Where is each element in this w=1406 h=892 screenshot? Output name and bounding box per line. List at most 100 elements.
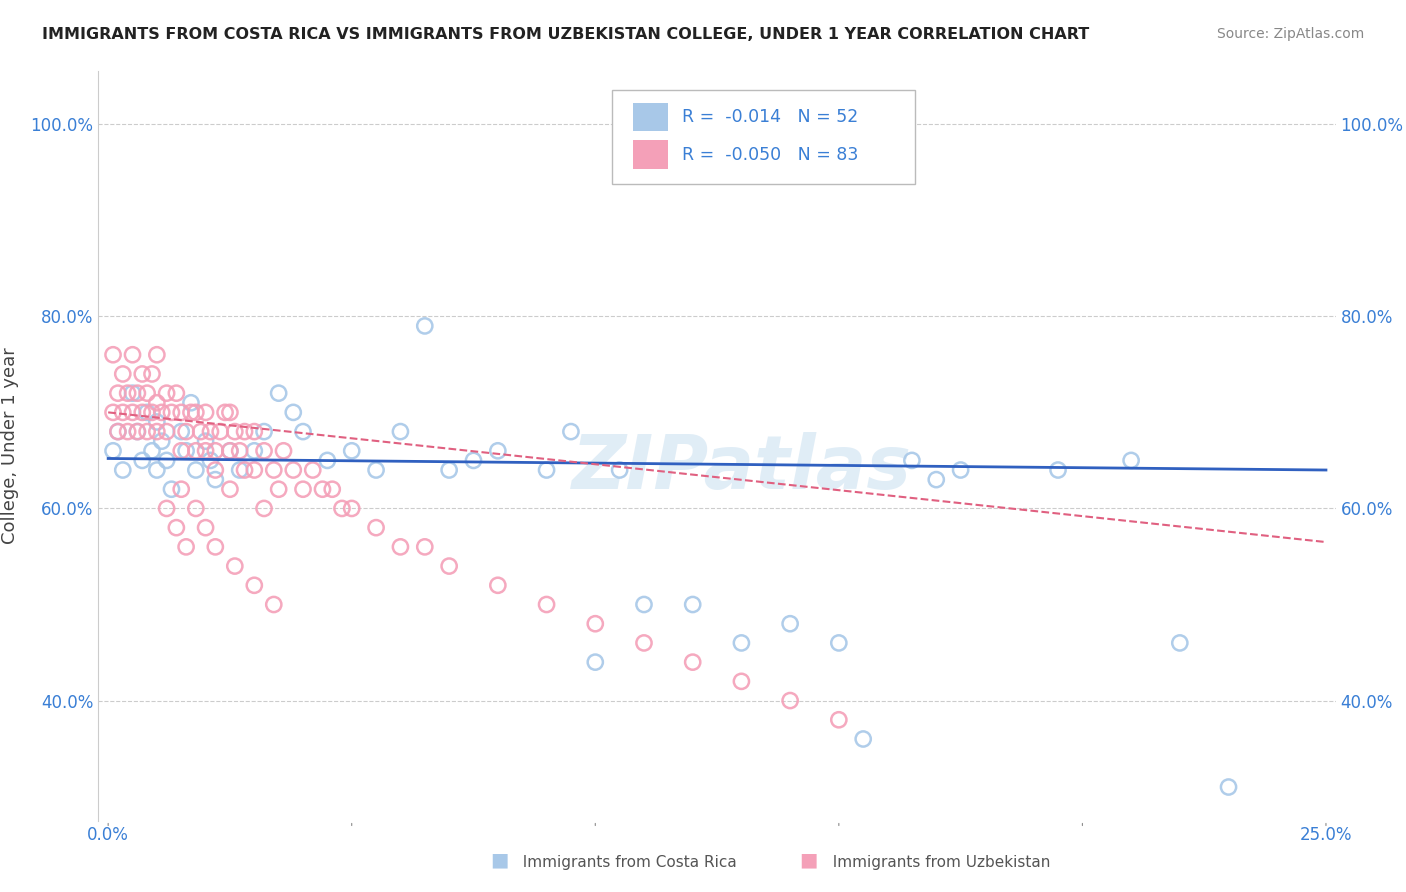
Point xyxy=(174,540,197,554)
Point xyxy=(184,443,207,458)
Point xyxy=(536,598,558,612)
Point xyxy=(107,425,129,439)
Point xyxy=(301,463,323,477)
Point xyxy=(389,425,412,439)
Point xyxy=(165,386,187,401)
Point xyxy=(121,348,143,362)
Point xyxy=(949,463,972,477)
Text: R =  -0.050   N = 83: R = -0.050 N = 83 xyxy=(682,145,859,163)
Point xyxy=(321,482,343,496)
Point xyxy=(165,521,187,535)
Point xyxy=(437,559,460,574)
Point xyxy=(219,405,242,419)
Point xyxy=(560,425,582,439)
Point xyxy=(228,463,250,477)
Point xyxy=(243,463,266,477)
Point xyxy=(316,453,339,467)
Point xyxy=(131,367,153,381)
Bar xyxy=(633,103,668,131)
Point xyxy=(117,425,139,439)
Point xyxy=(730,636,752,650)
Point xyxy=(156,501,179,516)
Bar xyxy=(633,140,668,169)
Point xyxy=(146,463,169,477)
Point xyxy=(1168,636,1191,650)
Point xyxy=(243,443,266,458)
Point xyxy=(101,348,124,362)
Text: Source: ZipAtlas.com: Source: ZipAtlas.com xyxy=(1216,27,1364,41)
Point xyxy=(146,348,169,362)
Point xyxy=(253,501,276,516)
Point xyxy=(682,598,704,612)
Y-axis label: College, Under 1 year: College, Under 1 year xyxy=(1,348,20,544)
Point xyxy=(127,425,149,439)
Point xyxy=(111,463,134,477)
Point xyxy=(311,482,333,496)
Point xyxy=(200,425,222,439)
Point xyxy=(463,453,485,467)
Point xyxy=(184,463,207,477)
Point xyxy=(779,616,801,631)
Point xyxy=(1218,780,1240,794)
Point xyxy=(150,434,173,449)
Point xyxy=(437,463,460,477)
Point xyxy=(682,655,704,669)
Point xyxy=(852,731,875,746)
Point xyxy=(267,386,290,401)
Point xyxy=(107,425,129,439)
Point xyxy=(214,405,236,419)
Point xyxy=(170,405,193,419)
Point xyxy=(243,578,266,592)
Point xyxy=(228,443,250,458)
Point xyxy=(292,482,315,496)
FancyBboxPatch shape xyxy=(612,90,915,184)
Point xyxy=(583,655,606,669)
Point xyxy=(224,559,246,574)
Point xyxy=(340,443,363,458)
Point xyxy=(121,386,143,401)
Point xyxy=(233,463,256,477)
Point xyxy=(283,405,305,419)
Point xyxy=(330,501,353,516)
Point xyxy=(190,425,212,439)
Point xyxy=(127,386,149,401)
Point xyxy=(121,405,143,419)
Point xyxy=(633,636,655,650)
Point xyxy=(925,473,948,487)
Point xyxy=(364,521,387,535)
Point xyxy=(413,540,436,554)
Point xyxy=(127,425,149,439)
Point xyxy=(633,598,655,612)
Point xyxy=(136,386,159,401)
Point xyxy=(131,453,153,467)
Point xyxy=(117,386,139,401)
Text: R =  -0.014   N = 52: R = -0.014 N = 52 xyxy=(682,108,859,126)
Point xyxy=(194,443,217,458)
Point xyxy=(170,425,193,439)
Point xyxy=(219,443,242,458)
Point xyxy=(174,425,197,439)
Point xyxy=(253,425,276,439)
Point xyxy=(156,453,179,467)
Point xyxy=(204,463,226,477)
Point xyxy=(101,405,124,419)
Point xyxy=(111,367,134,381)
Point xyxy=(583,616,606,631)
Point xyxy=(224,425,246,439)
Text: IMMIGRANTS FROM COSTA RICA VS IMMIGRANTS FROM UZBEKISTAN COLLEGE, UNDER 1 YEAR C: IMMIGRANTS FROM COSTA RICA VS IMMIGRANTS… xyxy=(42,27,1090,42)
Point xyxy=(219,443,242,458)
Point xyxy=(101,443,124,458)
Point xyxy=(150,405,173,419)
Point xyxy=(536,463,558,477)
Point xyxy=(136,425,159,439)
Point xyxy=(263,463,285,477)
Text: Immigrants from Costa Rica: Immigrants from Costa Rica xyxy=(513,855,737,870)
Point xyxy=(141,443,163,458)
Point xyxy=(146,396,169,410)
Point xyxy=(184,405,207,419)
Point xyxy=(486,578,509,592)
Point xyxy=(131,405,153,419)
Point xyxy=(730,674,752,689)
Point xyxy=(1047,463,1070,477)
Text: ■: ■ xyxy=(799,851,818,870)
